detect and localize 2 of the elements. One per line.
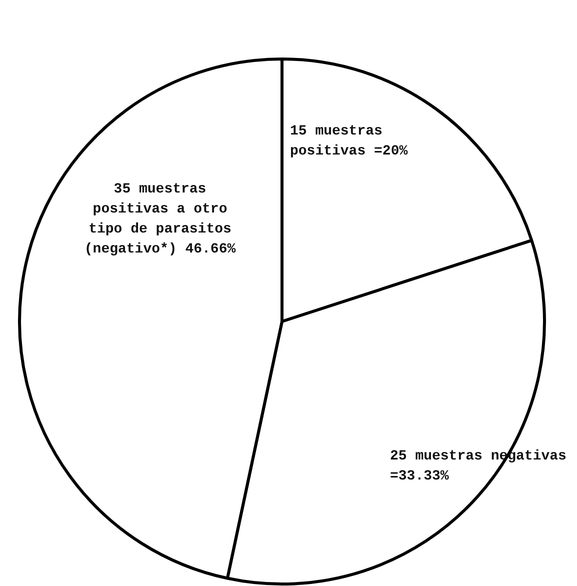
slice-label: 35 muestras positivas a otro tipo de parasitos (negativo*) 46.66% bbox=[84, 182, 236, 258]
slice-label: 15 muestras positivas =20% bbox=[290, 124, 408, 160]
